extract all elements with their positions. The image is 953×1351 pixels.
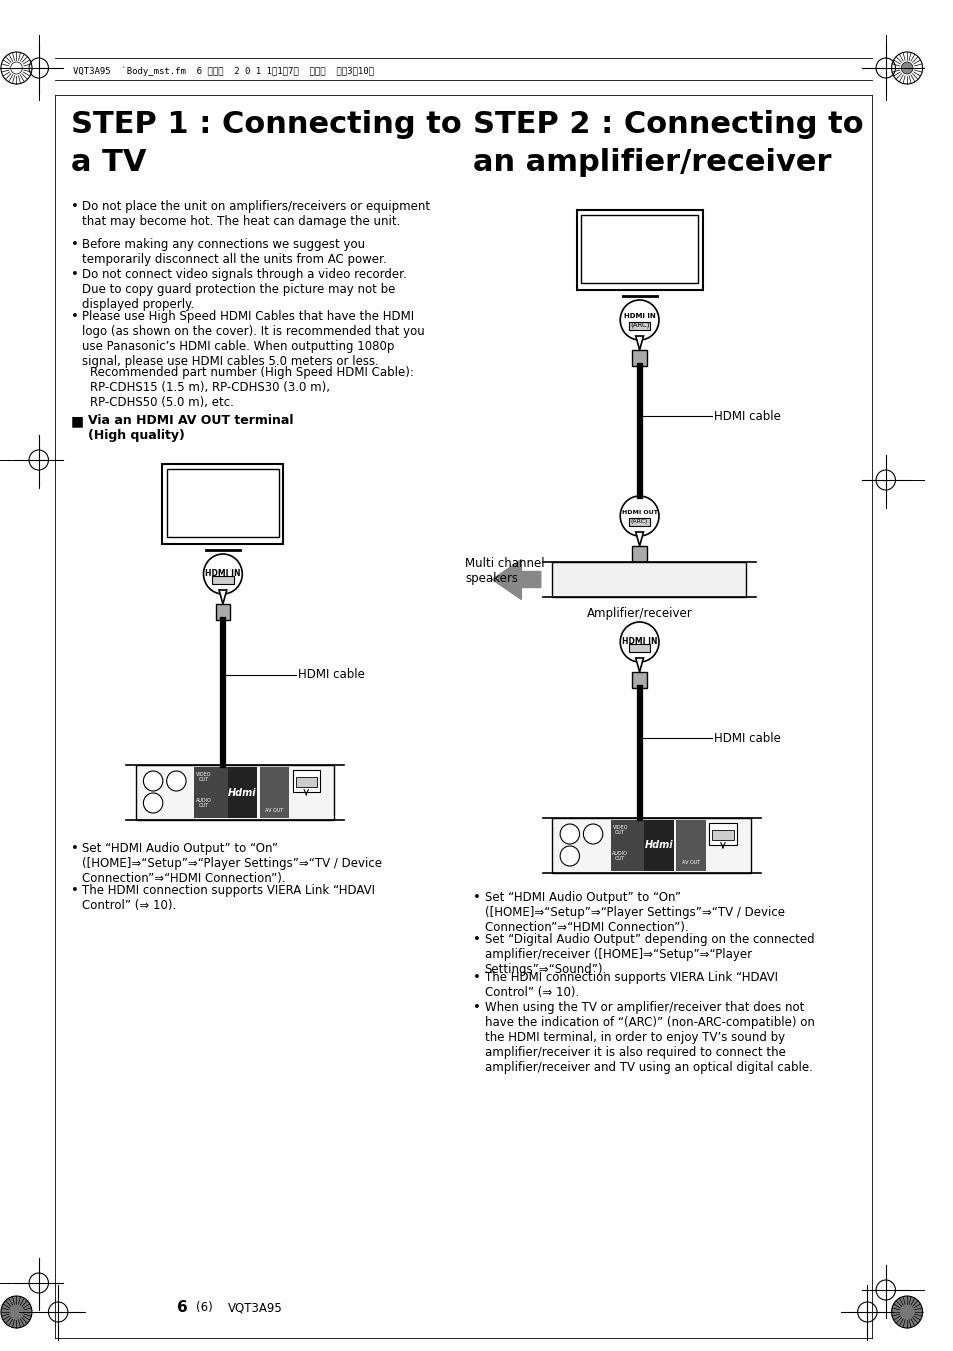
Text: •: • — [473, 934, 480, 946]
Circle shape — [619, 496, 659, 536]
Bar — [212, 576, 233, 584]
Text: (ARC): (ARC) — [630, 519, 648, 523]
Bar — [610, 820, 673, 871]
Bar — [135, 765, 334, 820]
Text: AV OUT: AV OUT — [681, 861, 700, 866]
Text: VQT3A95: VQT3A95 — [228, 1301, 282, 1315]
Text: Do not place the unit on amplifiers/receivers or equipment
that may become hot. : Do not place the unit on amplifiers/rece… — [82, 200, 430, 228]
Text: AUDIO
OUT: AUDIO OUT — [612, 851, 627, 862]
Polygon shape — [635, 336, 643, 350]
Bar — [676, 820, 705, 871]
Text: •: • — [71, 842, 78, 855]
Circle shape — [559, 846, 578, 866]
Circle shape — [143, 771, 163, 790]
Text: •: • — [473, 971, 480, 984]
Text: VIDEO
OUT: VIDEO OUT — [612, 824, 627, 835]
Text: HDMI IN: HDMI IN — [621, 638, 657, 647]
Bar — [552, 562, 745, 597]
Bar — [709, 823, 736, 844]
Text: HDMI IN: HDMI IN — [623, 313, 655, 319]
Text: HDMI OUT: HDMI OUT — [621, 509, 657, 515]
Text: AV OUT: AV OUT — [265, 808, 283, 812]
Text: When using the TV or amplifier/receiver that does not
have the indication of “(A: When using the TV or amplifier/receiver … — [484, 1001, 814, 1074]
Text: Via an HDMI AV OUT terminal
(High quality): Via an HDMI AV OUT terminal (High qualit… — [88, 413, 294, 442]
Bar — [215, 604, 230, 620]
Text: VIDEO
OUT: VIDEO OUT — [195, 771, 211, 782]
Text: •: • — [473, 892, 480, 904]
Text: Do not connect video signals through a video recorder.
Due to copy guard protect: Do not connect video signals through a v… — [82, 267, 407, 311]
Text: Amplifier/receiver: Amplifier/receiver — [586, 607, 692, 620]
Bar — [632, 671, 646, 688]
Text: Multi channel
speakers: Multi channel speakers — [465, 557, 544, 585]
Text: Recommended part number (High Speed HDMI Cable):
RP-CDHS15 (1.5 m), RP-CDHS30 (3: Recommended part number (High Speed HDMI… — [90, 366, 414, 409]
Circle shape — [619, 621, 659, 662]
Text: The HDMI connection supports VIERA Link “HDAVI
Control” (⇒ 10).: The HDMI connection supports VIERA Link … — [484, 971, 777, 998]
Text: an amplifier/receiver: an amplifier/receiver — [473, 149, 831, 177]
Text: •: • — [71, 200, 78, 213]
Bar — [259, 767, 289, 817]
Text: Hdmi: Hdmi — [228, 788, 256, 797]
Text: Hdmi: Hdmi — [644, 840, 673, 851]
Polygon shape — [635, 532, 643, 546]
Text: •: • — [473, 1001, 480, 1015]
Circle shape — [143, 793, 163, 813]
Bar — [228, 767, 256, 817]
Bar — [628, 517, 650, 526]
Text: a TV: a TV — [71, 149, 146, 177]
Bar — [628, 322, 650, 330]
Text: 6: 6 — [177, 1301, 188, 1316]
Text: STEP 1 : Connecting to: STEP 1 : Connecting to — [71, 109, 461, 139]
Text: HDMI cable: HDMI cable — [297, 669, 364, 681]
Polygon shape — [219, 590, 227, 604]
Circle shape — [559, 824, 578, 844]
Bar — [632, 350, 646, 366]
Text: The HDMI connection supports VIERA Link “HDAVI
Control” (⇒ 10).: The HDMI connection supports VIERA Link … — [82, 884, 375, 912]
Text: (ARC): (ARC) — [629, 322, 649, 328]
Text: •: • — [71, 884, 78, 897]
Text: Before making any connections we suggest you
temporarily disconnect all the unit: Before making any connections we suggest… — [82, 238, 387, 266]
Circle shape — [10, 62, 22, 74]
Polygon shape — [492, 559, 540, 600]
Circle shape — [891, 1296, 922, 1328]
Bar — [293, 770, 319, 792]
Circle shape — [1, 1296, 32, 1328]
Bar — [712, 830, 733, 840]
Circle shape — [619, 300, 659, 340]
Text: Set “HDMI Audio Output” to “On”
([HOME]⇒“Setup”⇒“Player Settings”⇒“TV / Device
C: Set “HDMI Audio Output” to “On” ([HOME]⇒… — [484, 892, 783, 934]
Text: ■: ■ — [71, 413, 84, 428]
Bar — [193, 767, 256, 817]
Text: AUDIO
OUT: AUDIO OUT — [195, 797, 212, 808]
Bar — [644, 820, 673, 871]
Text: Set “Digital Audio Output” depending on the connected
amplifier/receiver ([HOME]: Set “Digital Audio Output” depending on … — [484, 934, 813, 975]
Text: Set “HDMI Audio Output” to “On”
([HOME]⇒“Setup”⇒“Player Settings”⇒“TV / Device
C: Set “HDMI Audio Output” to “On” ([HOME]⇒… — [82, 842, 382, 885]
Text: VQT3A95  `Body_mst.fm  6 ページ  2 0 1 1年1月7日  金曜日  午後3時10分: VQT3A95 `Body_mst.fm 6 ページ 2 0 1 1年1月7日 … — [72, 66, 374, 76]
Text: •: • — [71, 238, 78, 251]
Bar — [167, 469, 278, 536]
Text: (6): (6) — [195, 1301, 213, 1315]
Bar — [162, 463, 283, 544]
Circle shape — [203, 554, 242, 594]
Circle shape — [901, 62, 912, 74]
Text: •: • — [71, 309, 78, 323]
Text: HDMI IN: HDMI IN — [205, 570, 240, 578]
Text: HDMI cable: HDMI cable — [714, 731, 781, 744]
Circle shape — [583, 824, 602, 844]
Bar — [580, 215, 697, 282]
Bar — [632, 546, 646, 562]
Bar — [628, 644, 650, 653]
Text: HDMI cable: HDMI cable — [714, 409, 781, 423]
Bar — [552, 817, 750, 873]
Text: STEP 2 : Connecting to: STEP 2 : Connecting to — [473, 109, 862, 139]
Text: •: • — [71, 267, 78, 281]
Text: Please use High Speed HDMI Cables that have the HDMI
logo (as shown on the cover: Please use High Speed HDMI Cables that h… — [82, 309, 425, 367]
Circle shape — [167, 771, 186, 790]
Polygon shape — [635, 658, 643, 671]
Bar — [295, 777, 316, 788]
Bar — [576, 209, 701, 290]
